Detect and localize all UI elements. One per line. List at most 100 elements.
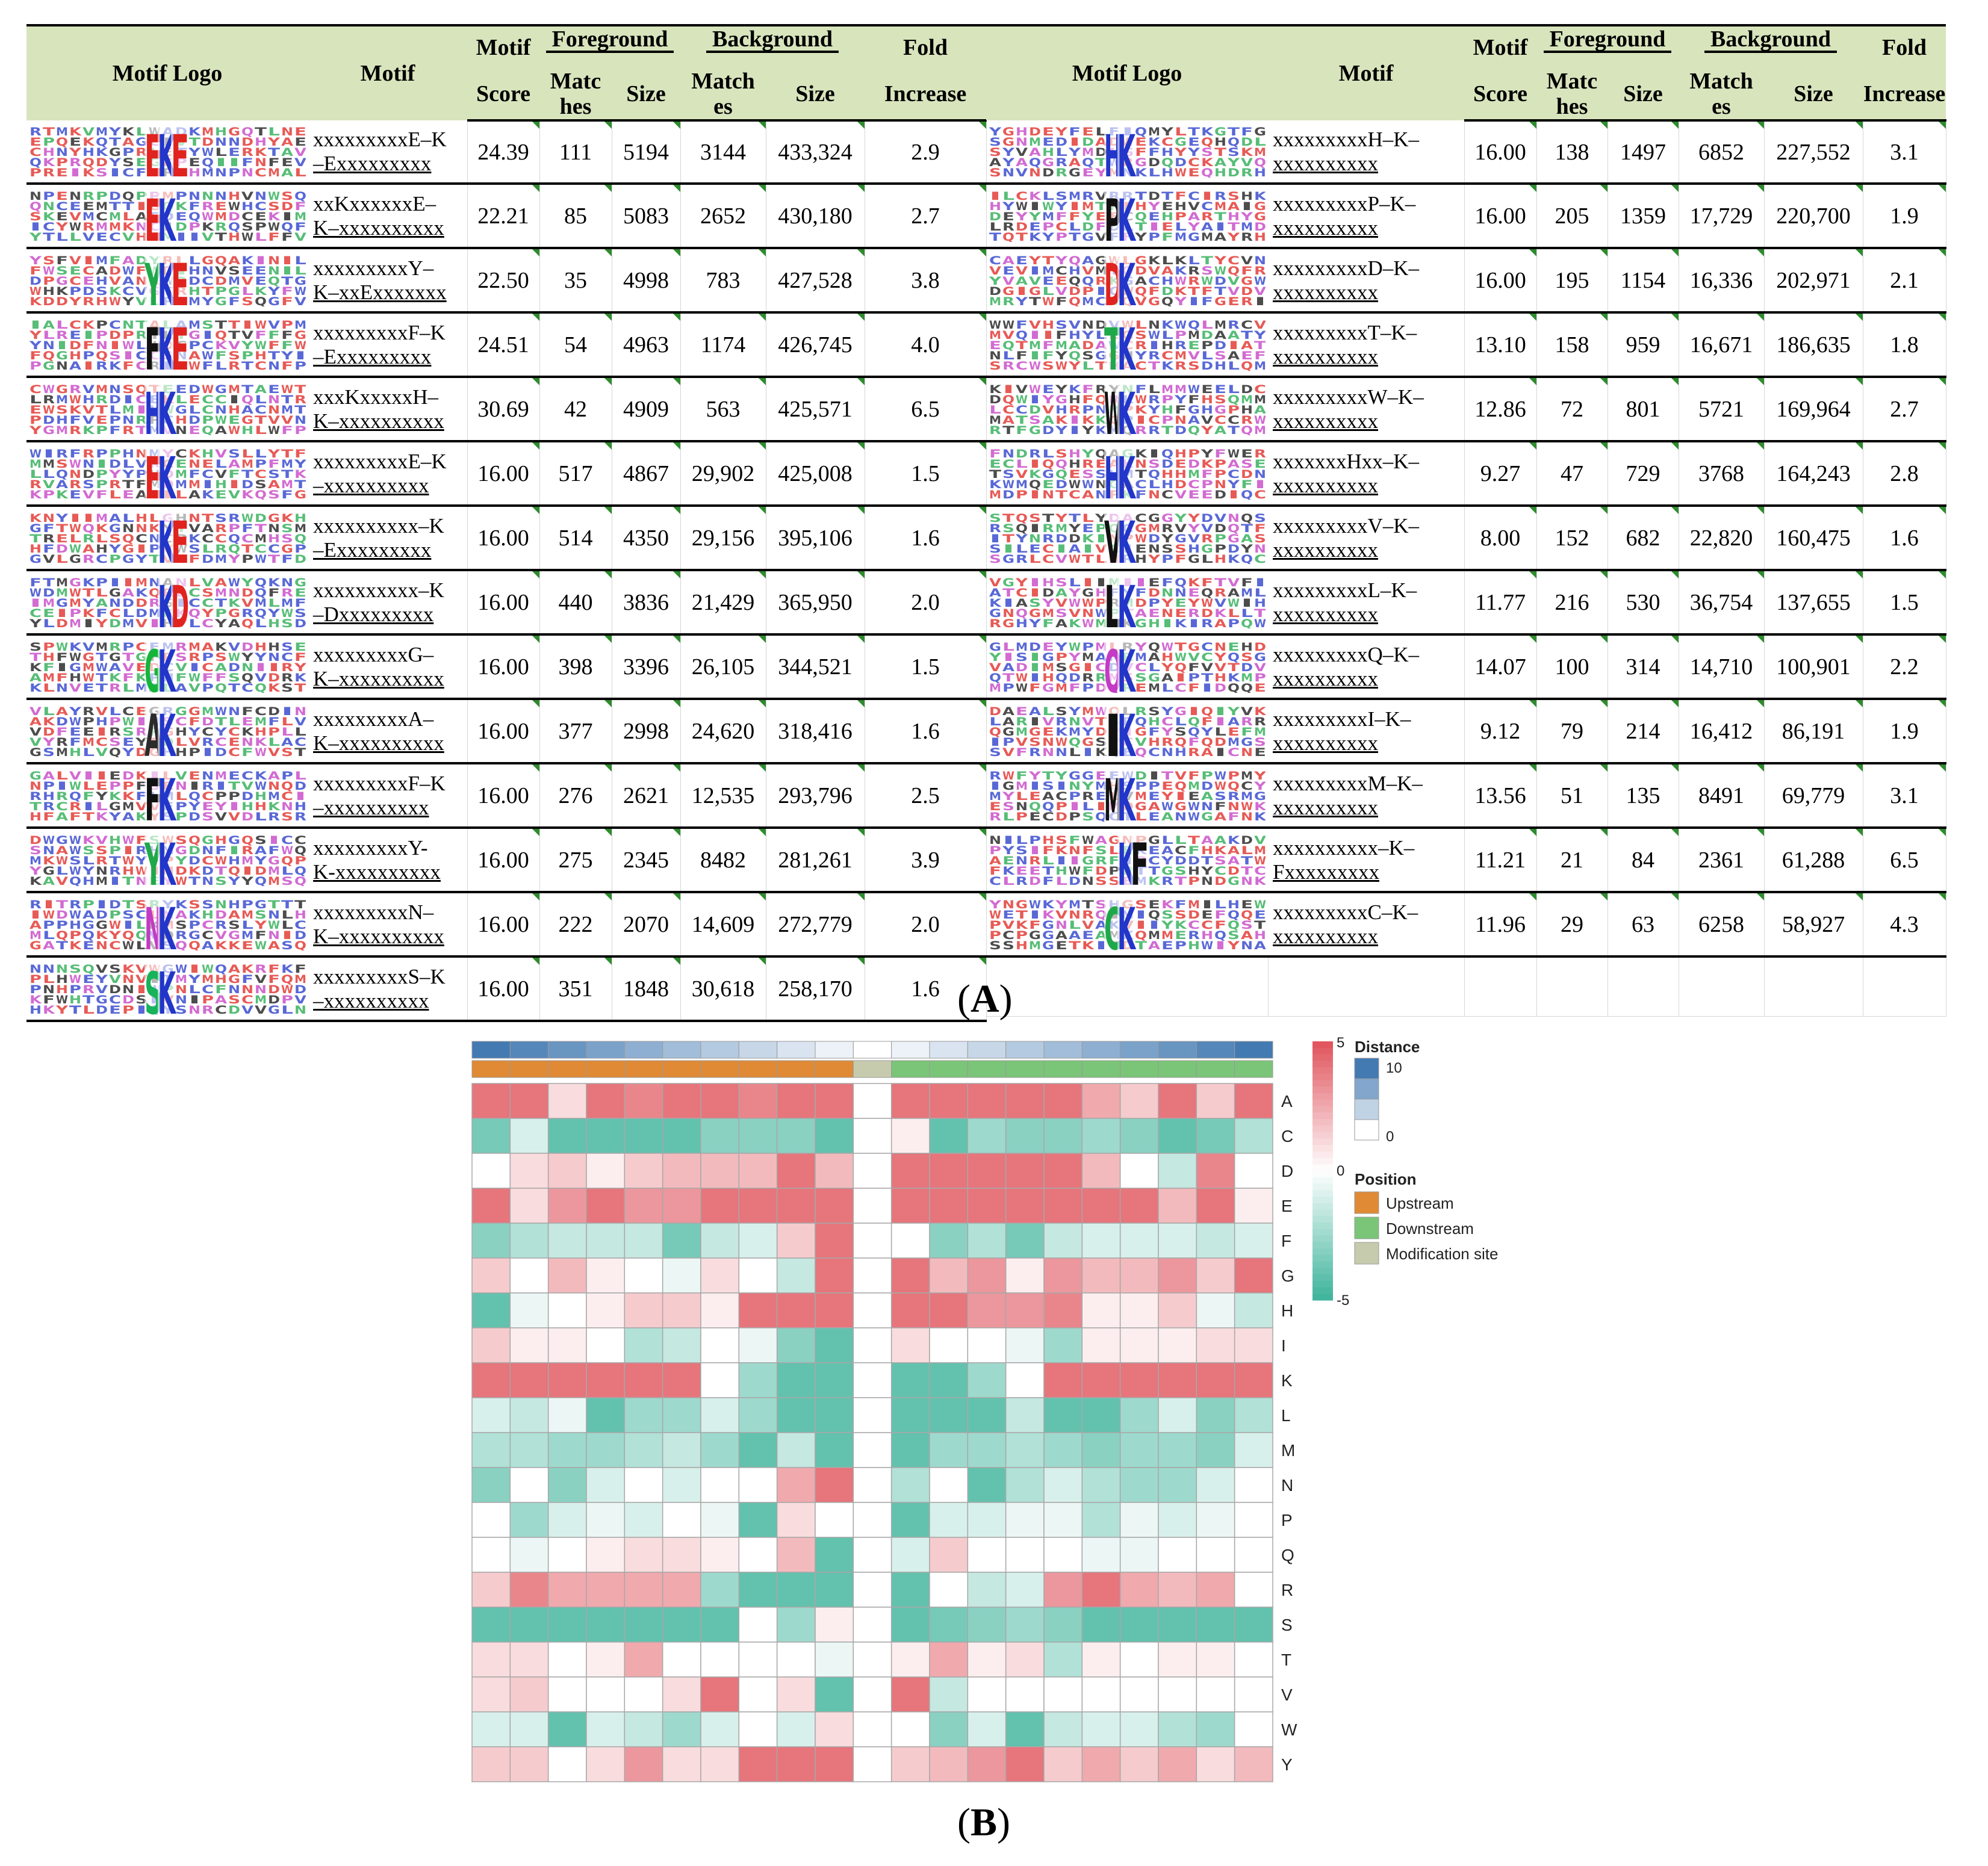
logo-noise-letter: N bbox=[1214, 641, 1226, 654]
heatmap-cell bbox=[1043, 1292, 1083, 1328]
logo-noise-letter: S bbox=[281, 939, 293, 950]
logo-noise-letter: F bbox=[1201, 577, 1213, 589]
heatmap-cell bbox=[1005, 1397, 1045, 1433]
logo-noise-letter: K bbox=[268, 577, 281, 589]
logo-noise-letter: S bbox=[69, 854, 81, 867]
logo-noise-letter: S bbox=[989, 746, 1001, 757]
logo-noise-letter: E bbox=[122, 488, 134, 500]
logo-noise-letter: A bbox=[1214, 810, 1226, 822]
logo-noise-letter: S bbox=[188, 542, 200, 556]
logo-noise-letter: F bbox=[294, 220, 306, 234]
logo-noise-letter: L bbox=[1042, 448, 1054, 460]
logo-noise-letter: F bbox=[96, 607, 108, 620]
heatmap-cell bbox=[929, 1607, 969, 1643]
logo-noise-letter: N bbox=[1042, 746, 1054, 757]
fg-matches-cell: 205 bbox=[1536, 184, 1608, 249]
logo-noise-letter: I bbox=[202, 746, 214, 757]
heatmap-cell bbox=[662, 1676, 701, 1713]
colorbar-label-min: -5 bbox=[1337, 1292, 1349, 1309]
logo-noise-letter: S bbox=[268, 200, 280, 213]
logo-noise-letter: T bbox=[56, 522, 68, 535]
logo-noise-letter: Q bbox=[1055, 468, 1067, 481]
logo-noise-letter: I bbox=[1254, 478, 1266, 491]
logo-noise-letter: Y bbox=[1161, 532, 1174, 545]
logo-noise-letter: S bbox=[228, 448, 240, 460]
heatmap-cell bbox=[1043, 1397, 1083, 1433]
logo-noise-letter: G bbox=[1188, 641, 1200, 654]
logo-noise-letter: M bbox=[30, 854, 42, 867]
motif-logo-cell: GALVIIEDKILVENMECKAPLNPIWLEPPFSENIRITVWN… bbox=[26, 763, 308, 829]
fg-matches-cell: 517 bbox=[539, 441, 612, 507]
logo-noise-letter: T bbox=[1214, 577, 1226, 589]
logo-noise-letter: M bbox=[56, 126, 68, 138]
logo-noise-letter: Y bbox=[1028, 617, 1042, 628]
logo-noise-letter: R bbox=[1069, 403, 1081, 417]
logo-noise-letter: T bbox=[228, 329, 240, 342]
logo-noise-letter: T bbox=[43, 577, 55, 589]
logo-noise-letter: N bbox=[1241, 939, 1253, 950]
logo-noise-letter: L bbox=[255, 810, 267, 822]
heatmap-cell bbox=[547, 1467, 587, 1503]
logo-noise-letter: M bbox=[1055, 681, 1067, 693]
logo-noise-letter: R bbox=[56, 790, 68, 803]
logo-noise-letter: R bbox=[43, 532, 55, 545]
heatmap-cell bbox=[738, 1467, 778, 1503]
motif-line-1: xxxxxxxxxM–K– bbox=[1273, 771, 1423, 795]
logo-noise-letter: I bbox=[1002, 651, 1014, 664]
logo-noise-letter: I bbox=[122, 919, 134, 932]
logo-noise-letter: L bbox=[122, 512, 134, 525]
logo-noise-letter: E bbox=[1175, 457, 1187, 471]
logo-noise-letter: F bbox=[241, 973, 253, 986]
fg-matches-cell: 351 bbox=[539, 956, 612, 1022]
logo-noise-letter: S bbox=[96, 166, 108, 178]
heatmap-row-label: H bbox=[1281, 1301, 1293, 1320]
logo-noise-letter: I bbox=[1082, 577, 1094, 589]
logo-noise-letter: T bbox=[1069, 939, 1081, 950]
logo-noise-letter: P bbox=[1214, 457, 1226, 471]
fg-matches-cell: 377 bbox=[539, 699, 612, 764]
distance-legend-swatch bbox=[1354, 1078, 1379, 1100]
logo-noise-letter: M bbox=[188, 641, 200, 654]
heatmap-cell bbox=[1081, 1537, 1121, 1573]
logo-noise-letter: D bbox=[1148, 586, 1160, 600]
colorbar-segment bbox=[1312, 1047, 1333, 1055]
logo-noise-letter: L bbox=[989, 403, 1001, 417]
logo-noise-letter: W bbox=[1069, 641, 1081, 654]
logo-noise-letter: P bbox=[294, 359, 306, 371]
logo-noise-letter: R bbox=[1188, 264, 1200, 277]
logo-noise-letter: R bbox=[82, 220, 95, 234]
logo-noise-letter: C bbox=[202, 274, 214, 288]
logo-noise-letter: P bbox=[281, 770, 293, 783]
logo-noise-letter: D bbox=[241, 478, 253, 491]
logo-noise-letter: I bbox=[294, 349, 306, 362]
logo-noise-letter: C bbox=[281, 651, 293, 664]
logo-noise-letter: V bbox=[109, 274, 121, 288]
logo-noise-letter: N bbox=[1148, 542, 1160, 556]
logo-noise-letter: F bbox=[294, 597, 306, 610]
logo-noise-letter: N bbox=[268, 403, 280, 417]
logo-noise-letter: L bbox=[1069, 577, 1081, 589]
logo-noise-letter: S bbox=[1029, 512, 1041, 525]
logo-noise-letter: P bbox=[43, 641, 55, 654]
heatmap-cell bbox=[967, 1223, 1007, 1259]
logo-noise-letter: D bbox=[43, 295, 55, 306]
header-motif-score-2: Score bbox=[1464, 69, 1536, 122]
logo-noise-letter: W bbox=[294, 285, 306, 298]
logo-noise-letter: V bbox=[241, 597, 253, 610]
logo-noise-letter: Y bbox=[1161, 597, 1174, 610]
logo-noise-letter: T bbox=[1241, 522, 1253, 535]
logo-noise-letter: Q bbox=[1241, 553, 1253, 564]
logo-noise-letter: H bbox=[188, 285, 200, 298]
logo-noise-letter: F bbox=[1175, 190, 1187, 203]
logo-noise-letter: F bbox=[202, 359, 214, 371]
bg-size-cell: 86,191 bbox=[1764, 699, 1863, 764]
heatmap-cell bbox=[1158, 1676, 1197, 1713]
logo-noise-letter: N bbox=[1175, 810, 1187, 822]
logo-noise-letter: S bbox=[43, 746, 55, 757]
table-row: NPENRPDQPPMPNNNHVNWSQQNCEEMTTIGQKFREWHCS… bbox=[26, 184, 987, 249]
heatmap-cell bbox=[967, 1083, 1007, 1119]
heatmap-row-label: E bbox=[1281, 1197, 1293, 1215]
motif-logo-image: RITRPIDTSRYKSSNHPGTTTIWDWADPSCLNAKHDAMSN… bbox=[29, 898, 306, 950]
distance-annotation-cell bbox=[891, 1041, 930, 1059]
heatmap-cell bbox=[1234, 1257, 1273, 1294]
